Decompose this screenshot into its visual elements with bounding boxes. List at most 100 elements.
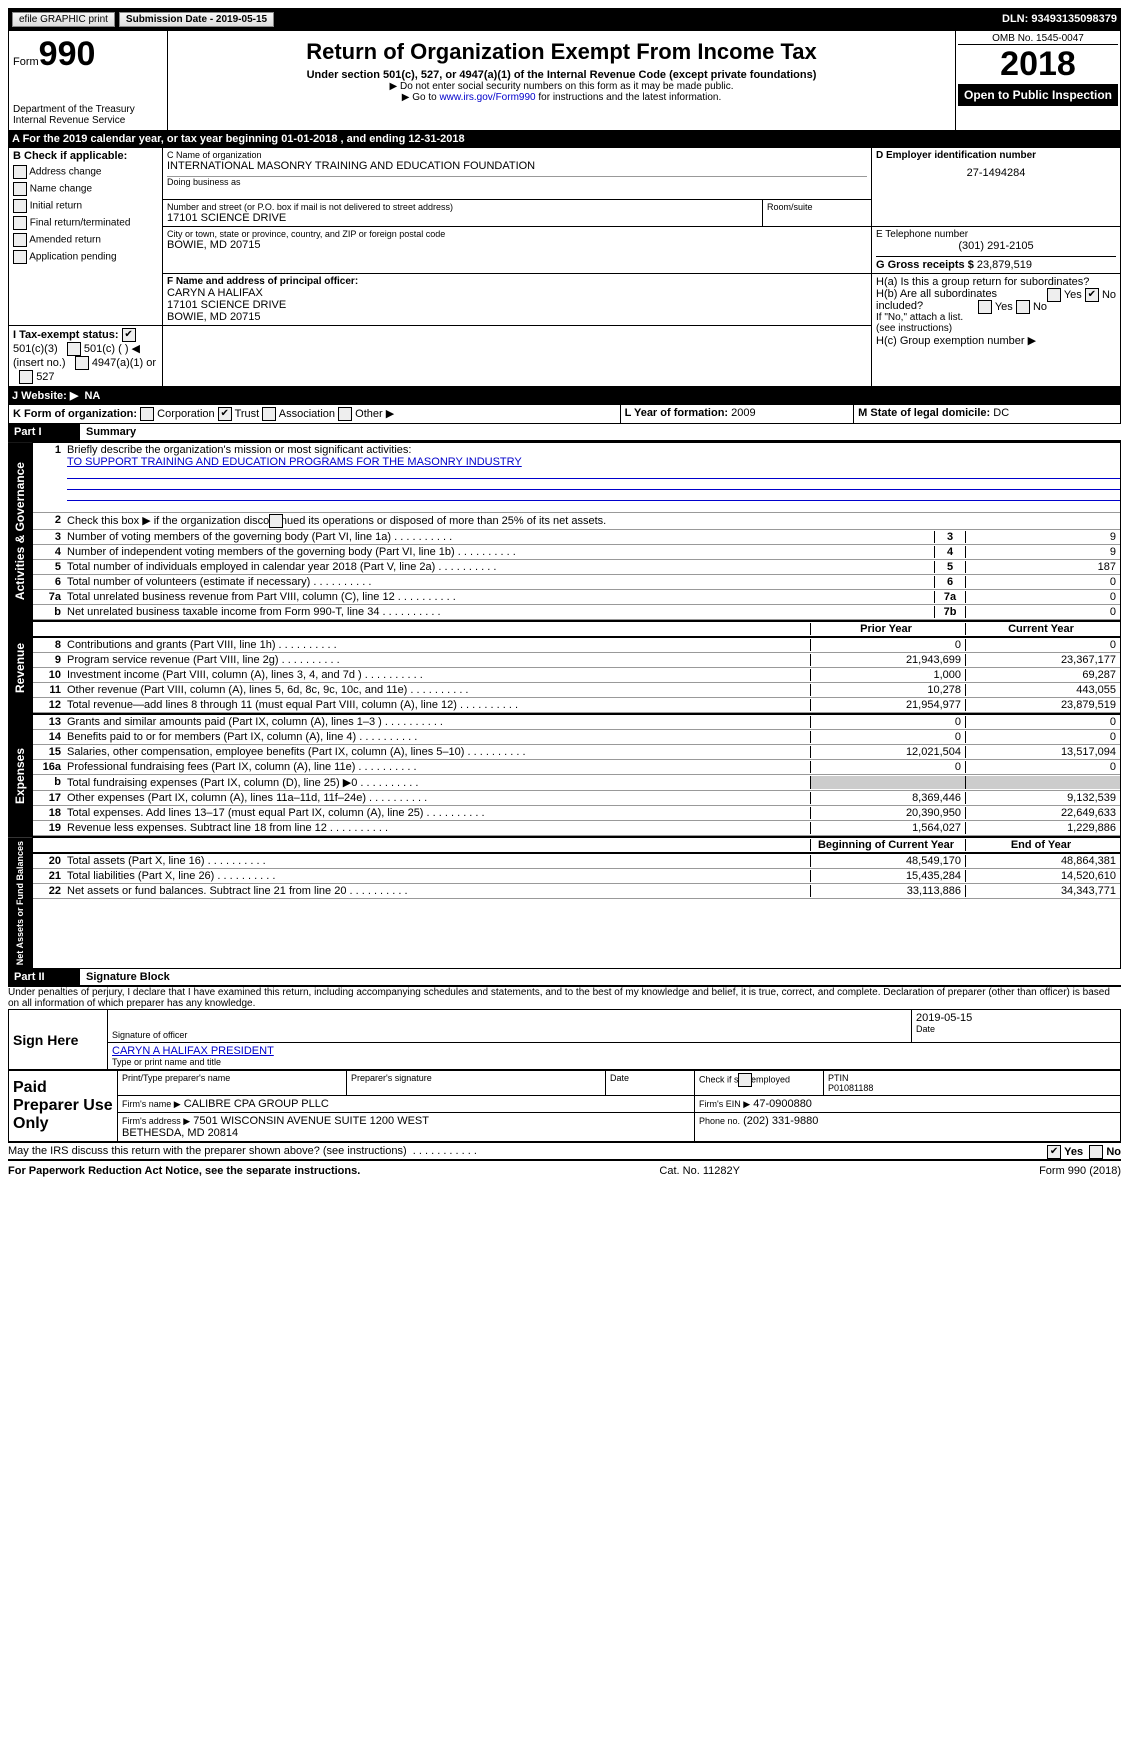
box-b-item: Application pending — [13, 250, 158, 264]
ha-yes[interactable] — [1047, 288, 1061, 302]
box-e-label: E Telephone number — [876, 229, 1116, 240]
box-b-item: Final return/terminated — [13, 216, 158, 230]
part-ii-tab: Part II — [8, 969, 80, 985]
q2-text: Check this box ▶ if the organization dis… — [67, 514, 1120, 528]
officer-street: 17101 SCIENCE DRIVE — [167, 299, 867, 311]
self-emp-label: Check if self-employed — [695, 1071, 824, 1096]
col-boy: Beginning of Current Year — [810, 839, 965, 851]
financial-line: 13Grants and similar amounts paid (Part … — [33, 715, 1120, 730]
hb-yes[interactable] — [978, 300, 992, 314]
i-4947[interactable] — [75, 356, 89, 370]
k-l-m-row: K Form of organization: Corporation Trus… — [8, 404, 1121, 424]
self-emp-checkbox[interactable] — [738, 1073, 752, 1087]
k-corp[interactable] — [140, 407, 154, 421]
may-discuss-row: May the IRS discuss this return with the… — [8, 1142, 1121, 1159]
financial-line: 21Total liabilities (Part X, line 26)15,… — [33, 869, 1120, 884]
discuss-no[interactable] — [1089, 1145, 1103, 1159]
financial-line: 14Benefits paid to or for members (Part … — [33, 730, 1120, 745]
box-c-label: C Name of organization — [167, 150, 867, 160]
h-a: H(a) Is this a group return for subordin… — [876, 276, 1116, 288]
dept-line1: Department of the Treasury — [13, 104, 163, 115]
signer-name: CARYN A HALIFAX PRESIDENT — [112, 1045, 1116, 1057]
submission-date-btn[interactable]: Submission Date - 2019-05-15 — [119, 12, 274, 27]
city-value: BOWIE, MD 20715 — [167, 239, 867, 251]
officer-name: CARYN A HALIFAX — [167, 287, 867, 299]
hb-no[interactable] — [1016, 300, 1030, 314]
summary-line: 7aTotal unrelated business revenue from … — [33, 590, 1120, 605]
part-i-title: Summary — [80, 424, 142, 440]
form-subtitle: Under section 501(c), 527, or 4947(a)(1)… — [172, 69, 951, 81]
box-b-checkbox[interactable] — [13, 233, 27, 247]
efile-btn[interactable]: efile GRAPHIC print — [12, 12, 115, 27]
org-name: INTERNATIONAL MASONRY TRAINING AND EDUCA… — [167, 160, 867, 172]
ha-no[interactable] — [1085, 288, 1099, 302]
i-527[interactable] — [19, 370, 33, 384]
box-b-checkbox[interactable] — [13, 250, 27, 264]
gross-receipts: 23,879,519 — [977, 259, 1032, 271]
street-label: Number and street (or P.O. box if mail i… — [167, 202, 758, 212]
col-prior: Prior Year — [810, 623, 965, 635]
summary-line: 3Number of voting members of the governi… — [33, 530, 1120, 545]
financial-line: 12Total revenue—add lines 8 through 11 (… — [33, 698, 1120, 713]
financial-line: 9Program service revenue (Part VIII, lin… — [33, 653, 1120, 668]
prep-name-label: Print/Type preparer's name — [118, 1071, 347, 1096]
footer-mid: Cat. No. 11282Y — [659, 1165, 740, 1177]
perjury-text: Under penalties of perjury, I declare th… — [8, 987, 1121, 1009]
discuss-yes[interactable] — [1047, 1145, 1061, 1159]
side-label-rev: Revenue — [8, 621, 32, 714]
box-b-checkbox[interactable] — [13, 199, 27, 213]
box-b-checkbox[interactable] — [13, 165, 27, 179]
irs-link[interactable]: www.irs.gov/Form990 — [439, 92, 535, 103]
box-b-checkbox[interactable] — [13, 182, 27, 196]
part-ii-title: Signature Block — [80, 969, 176, 985]
summary-line: 5Total number of individuals employed in… — [33, 560, 1120, 575]
k-assoc[interactable] — [262, 407, 276, 421]
q2-checkbox[interactable] — [269, 514, 283, 528]
financial-line: 15Salaries, other compensation, employee… — [33, 745, 1120, 760]
form-number: 990 — [39, 35, 96, 73]
line-k-label: K Form of organization: — [13, 408, 137, 420]
sign-here-block: Sign Here Signature of officer 2019-05-1… — [8, 1009, 1121, 1070]
k-trust[interactable] — [218, 407, 232, 421]
financial-line: 10Investment income (Part VIII, column (… — [33, 668, 1120, 683]
h-b-note: If "No," attach a list. (see instruction… — [876, 312, 1116, 334]
paid-preparer-block: Paid Preparer Use Only Print/Type prepar… — [8, 1070, 1121, 1142]
sig-officer-label: Signature of officer — [112, 1030, 907, 1040]
side-label-gov: Activities & Governance — [8, 442, 32, 621]
page-footer: For Paperwork Reduction Act Notice, see … — [8, 1161, 1121, 1177]
note-goto: ▶ Go to www.irs.gov/Form990 for instruct… — [172, 92, 951, 103]
street-value: 17101 SCIENCE DRIVE — [167, 212, 758, 224]
firm-name: CALIBRE CPA GROUP PLLC — [184, 1098, 329, 1110]
form-header: Form990 Department of the Treasury Inter… — [8, 30, 1121, 131]
financial-line: 16aProfessional fundraising fees (Part I… — [33, 760, 1120, 775]
dba-label: Doing business as — [167, 176, 867, 187]
prep-date-label: Date — [606, 1071, 695, 1096]
firm-phone: (202) 331-9880 — [743, 1115, 818, 1127]
box-f-label: F Name and address of principal officer: — [167, 276, 867, 287]
open-public-badge: Open to Public Inspection — [958, 84, 1118, 106]
line-j: J Website: ▶ NA — [8, 387, 1121, 404]
i-501c[interactable] — [67, 342, 81, 356]
sign-here-label: Sign Here — [9, 1010, 108, 1070]
financial-line: 19Revenue less expenses. Subtract line 1… — [33, 821, 1120, 836]
sig-date-label: Date — [916, 1024, 1116, 1034]
i-501c3[interactable] — [122, 328, 136, 342]
side-label-net: Net Assets or Fund Balances — [8, 837, 32, 969]
box-b-item: Amended return — [13, 233, 158, 247]
q1-answer: TO SUPPORT TRAINING AND EDUCATION PROGRA… — [67, 456, 522, 468]
dept-line2: Internal Revenue Service — [13, 115, 163, 126]
form-label: Form — [13, 56, 39, 68]
financial-line: 8Contributions and grants (Part VIII, li… — [33, 638, 1120, 653]
k-other[interactable] — [338, 407, 352, 421]
ptin-value: P01081188 — [828, 1083, 873, 1093]
summary-line: 4Number of independent voting members of… — [33, 545, 1120, 560]
ptin-label: PTIN — [828, 1073, 849, 1083]
city-label: City or town, state or province, country… — [167, 229, 867, 239]
box-b-checkbox[interactable] — [13, 216, 27, 230]
financial-line: bTotal fundraising expenses (Part IX, co… — [33, 775, 1120, 791]
h-c: H(c) Group exemption number ▶ — [876, 334, 1116, 347]
box-g-label: G Gross receipts $ — [876, 259, 974, 271]
financial-line: 11Other revenue (Part VIII, column (A), … — [33, 683, 1120, 698]
phone-value: (301) 291-2105 — [876, 240, 1116, 252]
note-ssn: ▶ Do not enter social security numbers o… — [172, 81, 951, 92]
